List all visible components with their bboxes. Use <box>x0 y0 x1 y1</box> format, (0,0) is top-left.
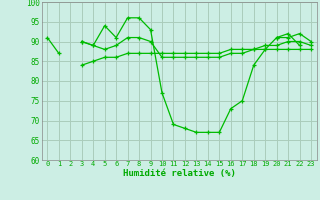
X-axis label: Humidité relative (%): Humidité relative (%) <box>123 169 236 178</box>
